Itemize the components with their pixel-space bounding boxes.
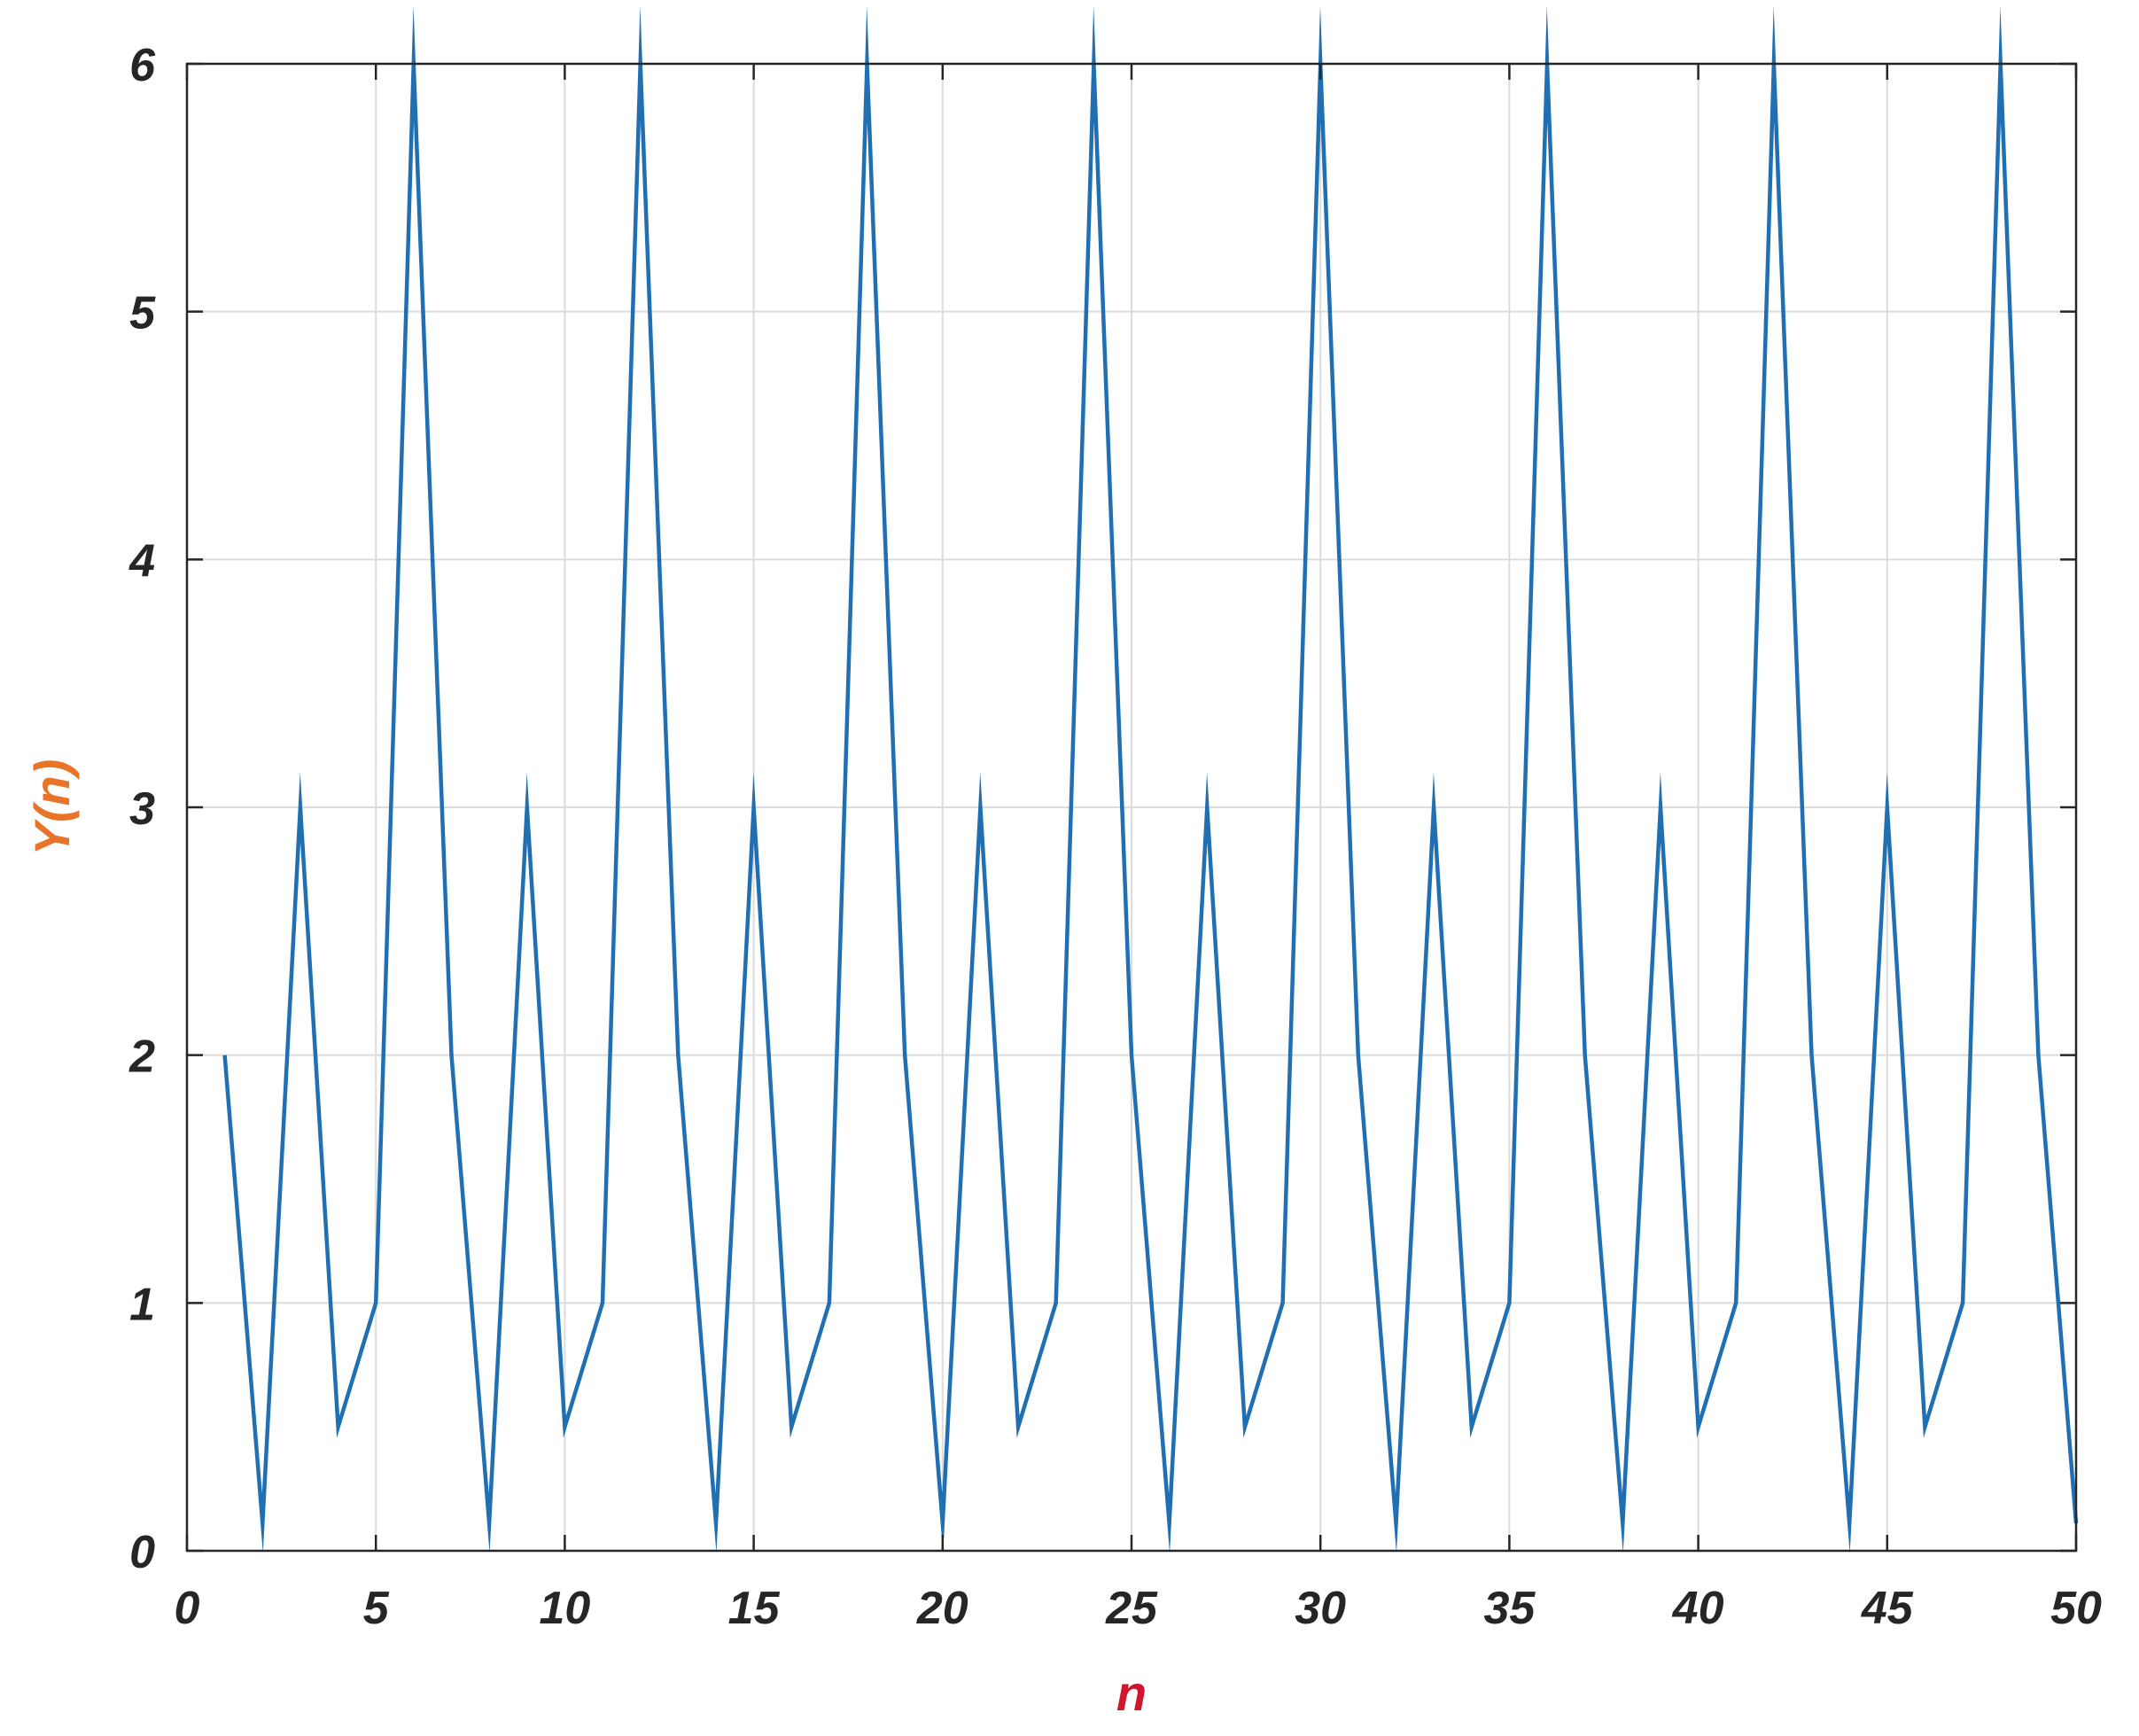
y-tick-label: 1 [129, 1279, 155, 1330]
x-axis-label: n [1116, 1665, 1147, 1721]
x-tick-label: 10 [539, 1583, 590, 1634]
y-axis-label: Y(n) [24, 759, 80, 856]
x-tick-label: 15 [728, 1583, 781, 1634]
x-tick-label: 40 [1672, 1583, 1724, 1634]
x-tick-label: 25 [1105, 1583, 1158, 1634]
axes [185, 62, 2078, 1553]
x-tick-label: 0 [175, 1583, 200, 1634]
x-tick-label: 20 [916, 1583, 968, 1634]
x-tick-label: 30 [1295, 1583, 1346, 1634]
x-tick-label: 45 [1861, 1583, 1914, 1634]
x-tick-label: 50 [2050, 1583, 2102, 1634]
y-tick-label: 4 [128, 535, 155, 587]
x-tick-label: 5 [363, 1583, 390, 1634]
y-tick-label: 6 [129, 40, 156, 91]
y-tick-label: 3 [129, 783, 155, 835]
y-tick-label: 5 [129, 288, 156, 339]
x-tick-label: 35 [1483, 1583, 1536, 1634]
y-tick-label: 2 [128, 1031, 155, 1083]
series-line [222, 5, 2079, 1553]
series-layer [222, 5, 2079, 1553]
grid [187, 64, 2076, 1551]
y-tick-label: 0 [129, 1527, 155, 1578]
